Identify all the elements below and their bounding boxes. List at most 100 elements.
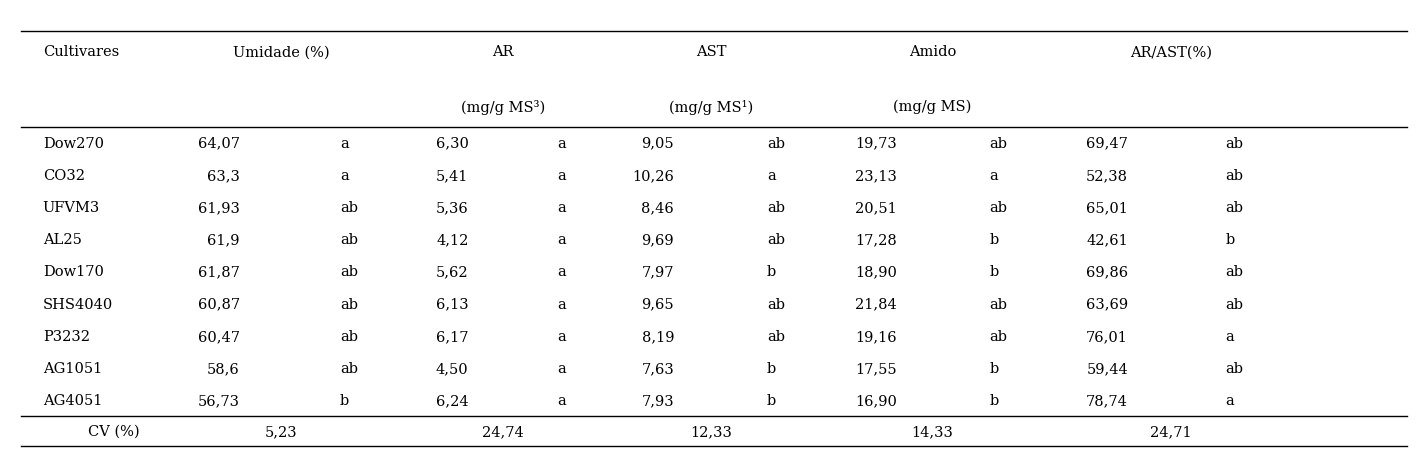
Text: ab: ab: [767, 201, 785, 215]
Text: ab: ab: [1225, 168, 1244, 182]
Text: 9,05: 9,05: [641, 136, 674, 151]
Text: a: a: [557, 329, 565, 343]
Text: ab: ab: [990, 329, 1008, 343]
Text: ab: ab: [340, 265, 358, 279]
Text: 5,41: 5,41: [436, 168, 468, 182]
Text: 56,73: 56,73: [198, 393, 240, 407]
Text: a: a: [557, 361, 565, 375]
Text: SHS4040: SHS4040: [43, 297, 113, 311]
Text: 19,73: 19,73: [855, 136, 897, 151]
Text: ab: ab: [1225, 297, 1244, 311]
Text: 60,47: 60,47: [198, 329, 240, 343]
Text: AR/AST(%): AR/AST(%): [1130, 46, 1212, 59]
Text: b: b: [990, 233, 998, 247]
Text: b: b: [340, 393, 348, 407]
Text: 61,93: 61,93: [198, 201, 240, 215]
Text: a: a: [557, 136, 565, 151]
Text: 69,86: 69,86: [1087, 265, 1128, 279]
Text: a: a: [340, 136, 348, 151]
Text: b: b: [767, 265, 775, 279]
Text: 7,63: 7,63: [641, 361, 674, 375]
Text: 76,01: 76,01: [1087, 329, 1128, 343]
Text: b: b: [767, 393, 775, 407]
Text: 8,19: 8,19: [641, 329, 674, 343]
Text: Amido: Amido: [908, 46, 957, 59]
Text: 21,84: 21,84: [855, 297, 897, 311]
Text: ab: ab: [340, 233, 358, 247]
Text: 18,90: 18,90: [855, 265, 897, 279]
Text: b: b: [990, 361, 998, 375]
Text: 78,74: 78,74: [1087, 393, 1128, 407]
Text: 8,46: 8,46: [641, 201, 674, 215]
Text: 16,90: 16,90: [855, 393, 897, 407]
Text: b: b: [767, 361, 775, 375]
Text: CO32: CO32: [43, 168, 84, 182]
Text: 23,13: 23,13: [855, 168, 897, 182]
Text: ab: ab: [767, 233, 785, 247]
Text: a: a: [1225, 393, 1234, 407]
Text: 7,97: 7,97: [641, 265, 674, 279]
Text: 9,65: 9,65: [641, 297, 674, 311]
Text: a: a: [767, 168, 775, 182]
Text: ab: ab: [990, 297, 1008, 311]
Text: ab: ab: [340, 201, 358, 215]
Text: P3232: P3232: [43, 329, 90, 343]
Text: 17,28: 17,28: [855, 233, 897, 247]
Text: 6,13: 6,13: [436, 297, 468, 311]
Text: ab: ab: [990, 201, 1008, 215]
Text: Umidade (%): Umidade (%): [233, 46, 330, 59]
Text: b: b: [1225, 233, 1234, 247]
Text: a: a: [990, 168, 998, 182]
Text: 17,55: 17,55: [855, 361, 897, 375]
Text: a: a: [557, 265, 565, 279]
Text: 19,16: 19,16: [855, 329, 897, 343]
Text: b: b: [990, 265, 998, 279]
Text: a: a: [557, 168, 565, 182]
Text: 7,93: 7,93: [641, 393, 674, 407]
Text: 9,69: 9,69: [641, 233, 674, 247]
Text: (mg/g MS): (mg/g MS): [894, 100, 971, 114]
Text: ab: ab: [1225, 265, 1244, 279]
Text: AR: AR: [491, 46, 514, 59]
Text: 4,12: 4,12: [436, 233, 468, 247]
Text: ab: ab: [1225, 136, 1244, 151]
Text: ab: ab: [990, 136, 1008, 151]
Text: AL25: AL25: [43, 233, 81, 247]
Text: a: a: [557, 297, 565, 311]
Text: UFVM3: UFVM3: [43, 201, 100, 215]
Text: 58,6: 58,6: [207, 361, 240, 375]
Text: a: a: [557, 201, 565, 215]
Text: 42,61: 42,61: [1087, 233, 1128, 247]
Text: 6,24: 6,24: [436, 393, 468, 407]
Text: 12,33: 12,33: [690, 424, 733, 438]
Text: ab: ab: [1225, 201, 1244, 215]
Text: 63,3: 63,3: [207, 168, 240, 182]
Text: 59,44: 59,44: [1087, 361, 1128, 375]
Text: AST: AST: [695, 46, 727, 59]
Text: ab: ab: [340, 361, 358, 375]
Text: 65,01: 65,01: [1087, 201, 1128, 215]
Text: ab: ab: [1225, 361, 1244, 375]
Text: 4,50: 4,50: [436, 361, 468, 375]
Text: 64,07: 64,07: [198, 136, 240, 151]
Text: 5,36: 5,36: [436, 201, 468, 215]
Text: (mg/g MS¹): (mg/g MS¹): [670, 100, 753, 114]
Text: 52,38: 52,38: [1087, 168, 1128, 182]
Text: a: a: [1225, 329, 1234, 343]
Text: Dow170: Dow170: [43, 265, 104, 279]
Text: 69,47: 69,47: [1087, 136, 1128, 151]
Text: AG4051: AG4051: [43, 393, 103, 407]
Text: 10,26: 10,26: [633, 168, 674, 182]
Text: ab: ab: [767, 329, 785, 343]
Text: ab: ab: [767, 136, 785, 151]
Text: ab: ab: [340, 329, 358, 343]
Text: Cultivares: Cultivares: [43, 46, 119, 59]
Text: a: a: [557, 393, 565, 407]
Text: ab: ab: [340, 297, 358, 311]
Text: Dow270: Dow270: [43, 136, 104, 151]
Text: b: b: [990, 393, 998, 407]
Text: (mg/g MS³): (mg/g MS³): [461, 100, 544, 114]
Text: CV (%): CV (%): [89, 424, 140, 438]
Text: ab: ab: [767, 297, 785, 311]
Text: 24,71: 24,71: [1150, 424, 1192, 438]
